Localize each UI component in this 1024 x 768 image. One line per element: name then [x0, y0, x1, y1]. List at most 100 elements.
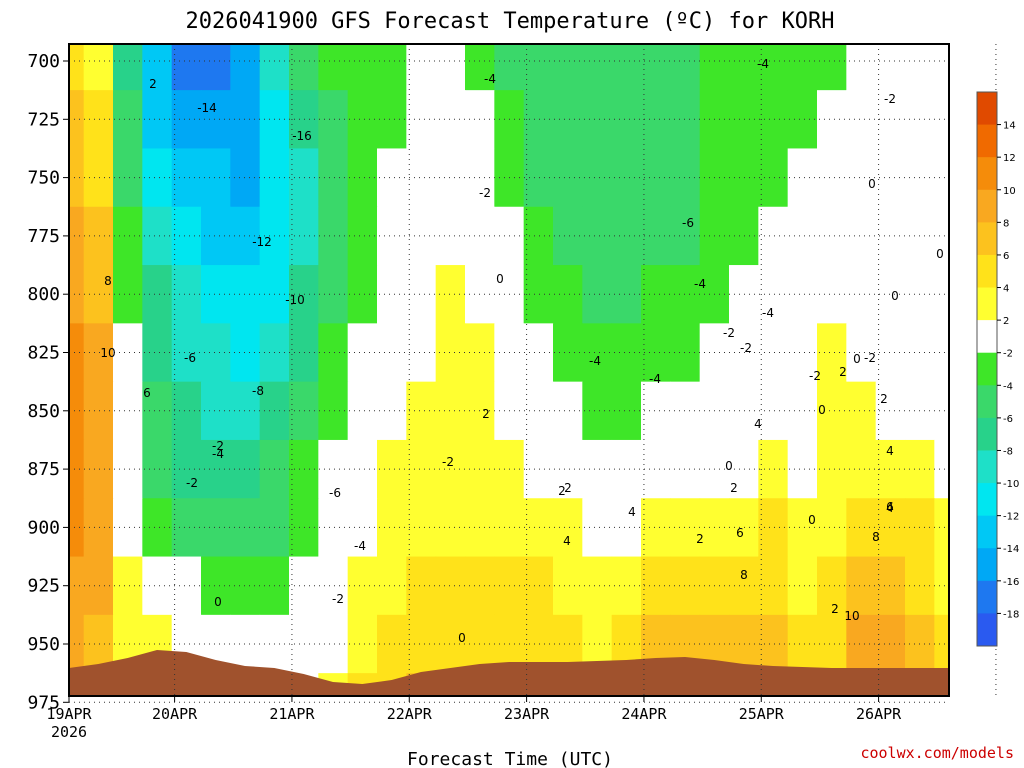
temperature-cell [553, 44, 583, 91]
colorbar-label: -2 [1003, 349, 1013, 360]
temperature-cell [787, 44, 818, 91]
contour-label: -6 [682, 216, 694, 230]
temperature-cell [875, 44, 906, 91]
temperature-cell [523, 90, 554, 149]
temperature-cell [201, 556, 231, 616]
temperature-cell [699, 44, 730, 91]
temperature-cell [787, 206, 818, 266]
x-tick-label: 26APR [856, 705, 902, 723]
contour-label: -2 [212, 439, 224, 453]
colorbar-swatch [977, 254, 997, 289]
temperature-cell [69, 323, 85, 383]
contour-label: -4 [589, 354, 601, 368]
temperature-cell [69, 498, 85, 558]
temperature-cell [523, 44, 554, 91]
temperature-cell [377, 148, 407, 208]
temperature-cell [201, 206, 231, 266]
temperature-cell [523, 323, 554, 383]
temperature-cell [817, 439, 847, 499]
temperature-cell [113, 206, 143, 266]
temperature-cell [934, 381, 950, 441]
temperature-cell [817, 556, 847, 616]
plot-area [69, 44, 950, 697]
temperature-cell [83, 381, 114, 441]
temperature-cell [318, 323, 349, 383]
x-axis: 19APR 20APR 21APR 22APR 23APR 24APR 25APR 26APR [46, 696, 902, 723]
temperature-cell [787, 556, 818, 616]
contour-label: -10 [285, 293, 305, 307]
temperature-cell [611, 148, 642, 208]
temperature-cell [377, 381, 407, 441]
contour-label: -4 [694, 277, 706, 291]
temperature-cell [230, 148, 261, 208]
y-axis: 700 725 750 775 800 825 850 875 900 925 950 975 [27, 51, 69, 713]
temperature-cell [171, 90, 202, 149]
temperature-cell [69, 148, 85, 208]
temperature-cell [289, 381, 319, 441]
temperature-cell [817, 44, 847, 91]
temperature-cell [670, 498, 701, 558]
temperature-cell [641, 148, 671, 208]
temperature-cell [846, 498, 877, 558]
temperature-cell [113, 44, 143, 91]
temperature-cell [83, 148, 114, 208]
temperature-cell [83, 439, 114, 499]
colorbar-label: -16 [1003, 577, 1019, 588]
temperature-cell [83, 44, 114, 91]
temperature-cell [729, 381, 759, 441]
colorbar-label: 6 [1003, 251, 1009, 262]
temperature-cell [641, 381, 671, 441]
temperature-cell [142, 44, 173, 91]
temperature-cell [318, 439, 349, 499]
temperature-cell [582, 90, 613, 149]
colorbar-label: 4 [1003, 284, 1009, 295]
temperature-cell [113, 323, 143, 383]
temperature-cell [641, 323, 671, 383]
y-tick-label: 975 [27, 692, 60, 713]
temperature-cell [230, 381, 261, 441]
temperature-cell [406, 498, 437, 558]
temperature-cell [582, 439, 613, 499]
temperature-cell [582, 498, 613, 558]
temperature-cell [171, 498, 202, 558]
temperature-cell [230, 265, 261, 324]
temperature-cell [289, 148, 319, 208]
temperature-cell [289, 439, 319, 499]
temperature-cell [289, 323, 319, 383]
temperature-cell [171, 148, 202, 208]
temperature-cell [582, 556, 613, 616]
contour-label: -14 [197, 101, 217, 115]
temperature-cell [787, 381, 818, 441]
temperature-cell [934, 439, 950, 499]
temperature-cell [318, 614, 349, 674]
temperature-cell [347, 265, 378, 324]
temperature-cell [289, 206, 319, 266]
temperature-cell [406, 265, 437, 324]
temperature-cell [817, 381, 847, 441]
temperature-cell [171, 439, 202, 499]
temperature-cell [582, 44, 613, 91]
temperature-cell [817, 323, 847, 383]
contour-label: 4 [754, 417, 762, 431]
temperature-cell [113, 498, 143, 558]
colorbar-label: -10 [1003, 479, 1019, 490]
x-year-label: 2026 [51, 723, 87, 741]
temperature-cell [758, 90, 789, 149]
temperature-cell [523, 556, 554, 616]
temperature-cell [611, 44, 642, 91]
contour-label: 2 [730, 481, 738, 495]
x-tick-label: 19APR [46, 705, 92, 723]
temperature-cell [817, 265, 847, 324]
temperature-cell [934, 148, 950, 208]
temperature-cell [289, 614, 319, 674]
temperature-cell [435, 323, 466, 383]
temperature-cell [611, 90, 642, 149]
temperature-cell [787, 498, 818, 558]
contour-label: 2 [564, 481, 572, 495]
temperature-cell [83, 498, 114, 558]
temperature-cell [435, 206, 466, 266]
contour-label: 0 [891, 289, 899, 303]
contour-label: -8 [252, 384, 264, 398]
temperature-cell [142, 381, 173, 441]
